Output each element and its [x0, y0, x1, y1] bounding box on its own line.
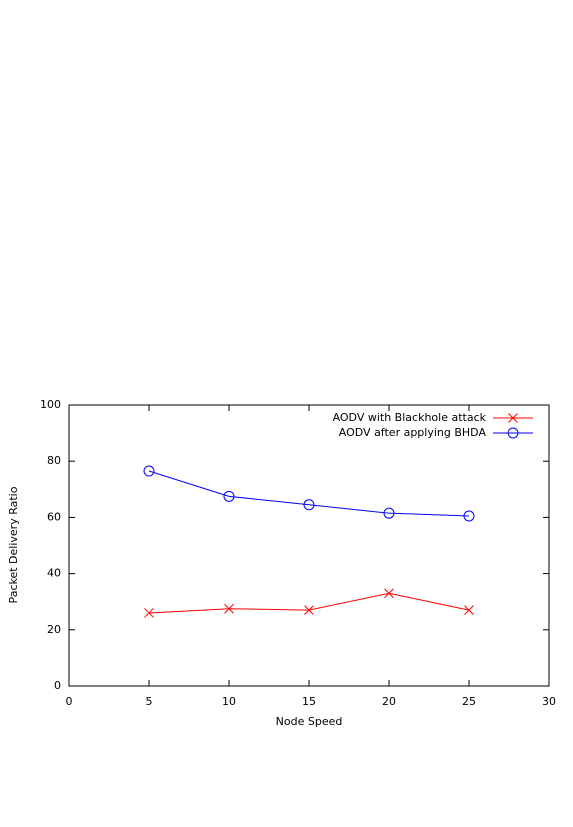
y-tick-label: 60 — [47, 510, 61, 523]
x-tick-label: 5 — [146, 695, 153, 708]
y-tick-label: 0 — [54, 679, 61, 692]
marker — [384, 588, 394, 599]
marker — [508, 413, 518, 423]
x-tick-label: 0 — [66, 695, 73, 708]
legend-label: AODV after applying BHDA — [339, 426, 487, 439]
y-axis-label: Packet Delivery Ratio — [7, 486, 20, 603]
marker — [143, 465, 155, 477]
marker — [304, 605, 314, 615]
x-tick-label: 15 — [302, 695, 316, 708]
x-tick-label: 10 — [222, 695, 236, 708]
x-tick-label: 25 — [462, 695, 476, 708]
series-line — [148, 470, 470, 517]
x-tick-label: 20 — [382, 695, 396, 708]
marker — [303, 499, 315, 511]
marker — [464, 605, 474, 615]
y-tick-label: 80 — [47, 454, 61, 467]
marker — [383, 507, 395, 519]
y-tick-label: 100 — [40, 398, 61, 411]
x-axis-label: Node Speed — [276, 715, 343, 728]
marker — [224, 603, 234, 614]
y-tick-label: 20 — [47, 623, 61, 636]
marker — [507, 427, 519, 439]
x-tick-label: 30 — [542, 695, 556, 708]
legend-label: AODV with Blackhole attack — [333, 411, 487, 424]
marker — [463, 510, 475, 522]
plot-frame — [68, 404, 550, 687]
marker — [144, 608, 154, 618]
y-tick-label: 40 — [47, 567, 61, 580]
marker — [223, 490, 235, 502]
